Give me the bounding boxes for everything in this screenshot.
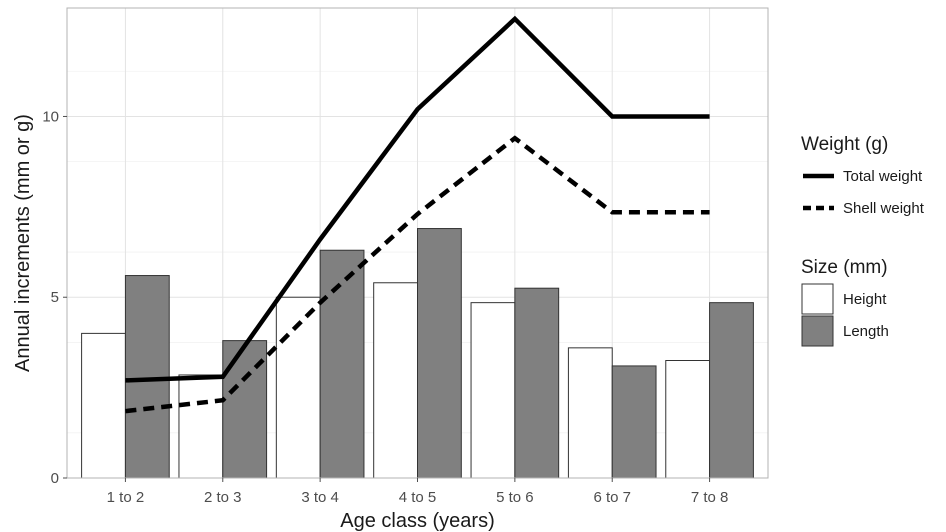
bar-height	[665, 360, 711, 479]
y-tick-label: 10	[42, 108, 59, 125]
legend-key-box	[801, 283, 834, 315]
lines	[125, 15, 710, 414]
x-axis-title: Age class (years)	[340, 510, 495, 532]
bar-height	[373, 282, 418, 479]
legend-label: Total weight	[843, 168, 923, 185]
legend-title: Weight (g)	[801, 134, 888, 155]
legend-label: Shell weight	[843, 200, 925, 217]
x-tick-label: 6 to 7	[593, 489, 631, 506]
bar-length	[514, 287, 560, 479]
legends: Weight (g) Total weight Shell weight Size (…	[801, 134, 925, 347]
legend-key-box	[801, 315, 834, 347]
x-tick-label: 2 to 3	[204, 489, 242, 506]
legend-label: Length	[843, 323, 889, 340]
y-tick-label: 5	[51, 289, 59, 306]
bars	[81, 228, 754, 479]
bar-length	[611, 365, 657, 479]
axes: 0 5 10 1 to 2 2 to 3 3 to 4 4 to 5 5 to 6 6 to 7…	[42, 108, 728, 506]
y-axis-title: Annual increments (mm or g)	[12, 114, 34, 372]
line-total-weight	[125, 15, 710, 383]
bar-height	[178, 374, 224, 479]
x-tick-label: 7 to 8	[691, 489, 729, 506]
x-tick-label: 3 to 4	[301, 489, 339, 506]
bar-height	[567, 347, 613, 479]
line-shell-weight	[125, 135, 710, 414]
legend-label: Height	[843, 291, 887, 308]
x-tick-label: 4 to 5	[399, 489, 437, 506]
bar-length	[709, 302, 754, 479]
y-tick-label: 0	[51, 470, 59, 487]
bar-height	[81, 332, 126, 479]
legend-title: Size (mm)	[801, 257, 888, 278]
x-tick-label: 1 to 2	[107, 489, 145, 506]
bar-length	[319, 249, 365, 479]
bar-height	[470, 302, 516, 479]
bar-length	[417, 228, 462, 479]
x-tick-label: 5 to 6	[496, 489, 534, 506]
